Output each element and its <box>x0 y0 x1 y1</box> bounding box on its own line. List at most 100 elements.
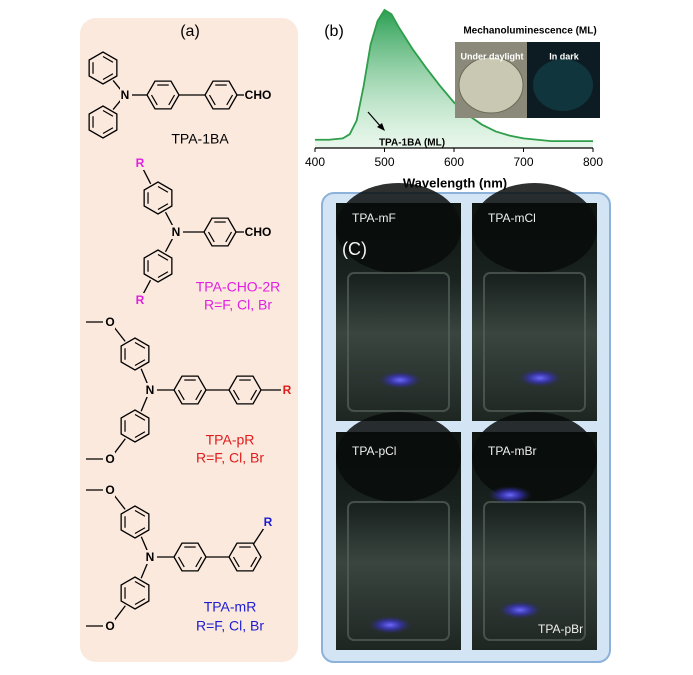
double-bond <box>134 359 146 367</box>
ring <box>120 409 150 443</box>
double-bond <box>134 341 146 349</box>
double-bond <box>150 94 158 106</box>
atom-label: R <box>264 515 273 529</box>
double-bond <box>134 431 146 439</box>
x-axis-label: Wavelength (nm) <box>403 175 507 190</box>
bond <box>112 79 122 90</box>
vial <box>483 272 586 412</box>
double-bond <box>195 389 203 401</box>
double-bond <box>250 389 258 401</box>
ring <box>88 51 118 85</box>
substituents: R=F, Cl, Br <box>196 450 264 466</box>
luminescence <box>378 371 422 389</box>
atom-bg <box>263 515 273 529</box>
spectrum-area <box>315 10 593 148</box>
atom-bg <box>253 225 263 239</box>
double-bond <box>157 185 169 193</box>
atom-label: N <box>146 383 155 397</box>
bond <box>253 526 266 544</box>
bond <box>113 438 126 454</box>
bond <box>140 396 148 412</box>
double-bond <box>102 55 114 63</box>
double-bond <box>207 231 215 243</box>
double-bond <box>134 598 146 606</box>
atom-label: R <box>136 293 145 307</box>
double-bond <box>134 509 146 517</box>
double-bond <box>177 389 185 401</box>
double-bond <box>102 127 114 135</box>
atom-bg <box>171 225 181 239</box>
atom-label: R <box>136 156 145 170</box>
double-bond <box>225 231 233 243</box>
double-bond <box>102 73 114 81</box>
ring <box>120 505 150 539</box>
vial <box>347 272 450 412</box>
inset-label: Under daylight <box>460 51 523 61</box>
annotation: TPA-1BA (ML) <box>379 138 445 149</box>
double-bond <box>226 94 234 106</box>
atom-bg <box>105 452 115 466</box>
luminescence <box>518 369 562 387</box>
double-bond <box>168 94 176 106</box>
x-tick-label: 400 <box>305 155 325 169</box>
atom-label: O <box>105 315 114 329</box>
atom-label: O <box>105 619 114 633</box>
ring <box>120 337 150 371</box>
compound-name: TPA-1BA <box>171 131 229 147</box>
bond <box>140 368 148 384</box>
atom-label: O <box>105 452 114 466</box>
double-bond <box>157 271 169 279</box>
atom-bg <box>145 383 155 397</box>
double-bond <box>157 253 169 261</box>
double-bond <box>134 413 146 421</box>
x-tick-label: 800 <box>583 155 603 169</box>
double-bond <box>250 556 258 568</box>
hand <box>472 412 597 502</box>
panel-label: (a) <box>180 23 200 40</box>
bond <box>142 168 152 185</box>
compound-name: TPA-pR <box>206 432 255 448</box>
ring <box>120 576 150 610</box>
vial <box>483 501 586 641</box>
inset-title: Mechanoluminescence (ML) <box>463 26 596 37</box>
photo-label: TPA-pCl <box>352 444 396 458</box>
bond <box>112 100 122 111</box>
x-tick-label: 600 <box>444 155 464 169</box>
ring <box>143 181 173 215</box>
atom-label: O <box>105 483 114 497</box>
double-bond <box>195 556 203 568</box>
photo-label: TPA-pBr <box>538 622 583 636</box>
luminescence <box>488 486 532 504</box>
glow <box>533 59 593 111</box>
hand <box>472 183 597 273</box>
ring <box>88 105 118 139</box>
atom-bg <box>105 483 115 497</box>
atom-bg <box>120 88 130 102</box>
bond <box>140 536 148 551</box>
hand <box>336 183 461 273</box>
ring <box>143 249 173 283</box>
atom-label: CHO <box>245 225 272 239</box>
double-bond <box>134 527 146 535</box>
double-bond <box>157 203 169 211</box>
atom-bg <box>105 315 115 329</box>
luminescence <box>498 601 542 619</box>
double-bond <box>232 556 240 568</box>
atom-label: CHO <box>245 88 272 102</box>
double-bond <box>134 580 146 588</box>
compound-name: TPA-mR <box>204 599 257 615</box>
luminescence <box>368 616 412 634</box>
atom-bg <box>253 88 263 102</box>
atom-bg <box>135 293 145 307</box>
compound-name: TPA-CHO-2R <box>196 279 281 295</box>
double-bond <box>208 94 216 106</box>
double-bond <box>102 109 114 117</box>
substituents: R=F, Cl, Br <box>204 297 272 313</box>
atom-label: N <box>146 550 155 564</box>
atom-bg <box>135 156 145 170</box>
bond <box>164 211 174 227</box>
atom-bg <box>145 550 155 564</box>
atom-label: R <box>283 383 292 397</box>
substituents: R=F, Cl, Br <box>196 618 264 634</box>
